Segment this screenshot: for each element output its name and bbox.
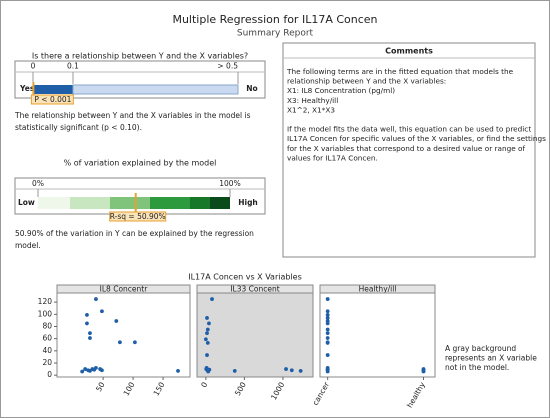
point	[88, 369, 92, 373]
point	[325, 369, 330, 374]
variation-text: 50.90% of the variation in Y can be expl…	[15, 229, 254, 238]
point	[325, 327, 330, 332]
x-tick-label: 0	[199, 380, 209, 389]
point	[205, 353, 209, 357]
relationship-text: The relationship between Y and the X var…	[14, 111, 251, 120]
low-label: Low	[18, 198, 35, 207]
comment-line: If the model fits the data well, this eq…	[287, 125, 531, 134]
point	[92, 367, 97, 372]
r-sq-label: R-sq = 50.90%	[110, 212, 166, 221]
tick-label: 0.1	[67, 62, 79, 71]
comment-line: X1^2, X1*X3	[287, 105, 335, 114]
yes-label: Yes	[19, 84, 35, 93]
point	[205, 331, 209, 336]
tick-label: 0%	[32, 179, 44, 188]
point	[100, 368, 104, 373]
r-sq-label-box	[109, 211, 167, 222]
point	[284, 367, 288, 371]
comment-line: The following terms are in the fitted eq…	[286, 67, 514, 76]
panel-title: IL8 Concentr	[100, 285, 149, 294]
tick-label: 0	[31, 62, 36, 71]
point	[132, 340, 137, 345]
y-tick-label: 0	[47, 370, 52, 379]
y-tick-label: 120	[38, 297, 53, 306]
y-tick-label: 40	[42, 346, 52, 355]
point	[325, 336, 330, 340]
x-tick-label: 50	[94, 380, 107, 393]
point	[88, 336, 92, 340]
tick-label: 100%	[219, 179, 240, 188]
title: Multiple Regression for IL17A Concen	[172, 13, 377, 26]
y-tick-label: 20	[42, 358, 52, 367]
note-line: represents an X variable	[445, 354, 537, 363]
high-label: High	[238, 198, 258, 207]
point	[325, 297, 330, 301]
panel-bg	[196, 292, 314, 378]
point	[203, 337, 208, 342]
comment-line: values for IL17A Concen.	[287, 153, 378, 162]
y-tick-label: 60	[42, 334, 52, 343]
point	[205, 327, 210, 332]
note-line: A gray background	[445, 344, 516, 353]
comment-line: relationship between Y and the X variabl…	[287, 77, 446, 86]
point	[421, 369, 426, 374]
variation-text: model.	[15, 241, 41, 250]
point	[325, 341, 330, 345]
point	[325, 321, 330, 326]
point	[80, 369, 85, 374]
point	[205, 316, 209, 320]
point	[325, 353, 330, 357]
panel-title: Healthy/ill	[359, 285, 397, 294]
panel-bg	[319, 292, 436, 378]
r-sq-scale	[38, 197, 230, 209]
point	[298, 369, 303, 373]
comment-line: for the X variables that correspond to a…	[287, 144, 526, 153]
relationship-heading: Is there a relationship between Y and th…	[32, 52, 248, 61]
p-label-box	[30, 94, 74, 105]
subtitle: Summary Report	[237, 29, 314, 39]
point	[205, 341, 210, 345]
point	[210, 297, 214, 301]
point	[207, 367, 212, 372]
point	[85, 321, 89, 326]
y-tick-label: 100	[38, 309, 53, 318]
y-tick-label: 80	[42, 321, 52, 330]
point	[100, 309, 104, 314]
note-line: not in the model.	[445, 363, 509, 372]
yes-region	[33, 85, 73, 94]
point	[204, 365, 209, 370]
comment-line: X1: IL8 Concentration (pg/ml)	[287, 86, 395, 95]
no-label: No	[246, 84, 257, 93]
point	[325, 316, 330, 320]
point	[325, 313, 330, 317]
point	[325, 331, 330, 336]
point	[114, 319, 119, 323]
comment-line: IL17A Concen for specific values of the …	[287, 134, 546, 143]
point	[88, 331, 92, 336]
point	[94, 297, 98, 301]
point	[118, 340, 122, 345]
panel-title: IL33 Concent	[230, 285, 279, 294]
point	[176, 369, 180, 373]
comments-box	[282, 42, 536, 258]
p-label: P < 0.001	[34, 95, 71, 104]
point	[83, 367, 88, 371]
point	[325, 309, 330, 314]
tick-label: > 0.5	[217, 62, 238, 71]
point	[232, 369, 237, 373]
panel-bg	[56, 292, 191, 378]
point	[289, 368, 294, 373]
no-region	[72, 84, 239, 95]
variation-heading: % of variation explained by the model	[64, 159, 217, 168]
comment-line: X3: Healthy/ill	[287, 96, 338, 105]
scatter-title: IL17A Concen vs X Variables	[188, 273, 302, 282]
relationship-text: statistically significant (p < 0.10).	[15, 123, 142, 132]
comments-heading: Comments	[385, 47, 433, 56]
point	[85, 313, 89, 317]
point	[207, 321, 211, 326]
